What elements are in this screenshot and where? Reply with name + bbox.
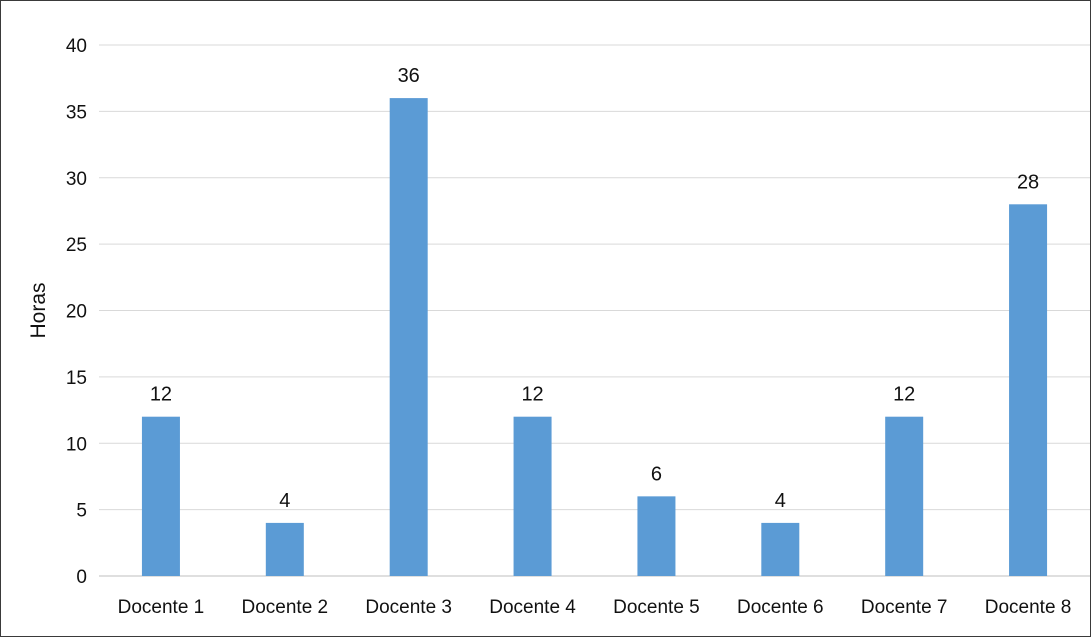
data-label: 12 (521, 384, 543, 406)
y-tick-label: 20 (66, 302, 87, 323)
data-label: 28 (1017, 171, 1039, 193)
y-tick-label: 30 (66, 169, 87, 190)
grid-lines (99, 45, 1090, 576)
x-tick-label: Docente 1 (118, 597, 205, 618)
bar (514, 417, 552, 576)
x-tick-label: Docente 5 (613, 597, 700, 618)
bar (266, 523, 304, 576)
data-label: 12 (150, 384, 172, 406)
y-tick-label: 10 (66, 434, 87, 455)
x-tick-label: Docente 6 (737, 597, 824, 618)
bar (1009, 204, 1047, 576)
bars (142, 98, 1047, 576)
y-tick-label: 25 (66, 235, 87, 256)
y-tick-label: 0 (76, 567, 87, 588)
data-label: 4 (279, 490, 290, 512)
x-axis-ticks: Docente 1 Docente 2 Docente 3 Docente 4 Doce… (118, 597, 1072, 618)
y-axis-title: Horas (27, 282, 50, 338)
bar (637, 496, 675, 576)
bar (885, 417, 923, 576)
bar (142, 417, 180, 576)
bar (390, 98, 428, 576)
data-label: 4 (775, 490, 786, 512)
y-tick-label: 5 (76, 501, 87, 522)
data-label: 36 (398, 65, 420, 87)
x-tick-label: Docente 3 (365, 597, 452, 618)
y-tick-label: 35 (66, 102, 87, 123)
data-label: 6 (651, 463, 662, 485)
data-label: 12 (893, 384, 915, 406)
y-tick-label: 40 (66, 36, 87, 57)
bar (761, 523, 799, 576)
y-tick-label: 15 (66, 368, 87, 389)
x-tick-label: Docente 2 (242, 597, 329, 618)
x-tick-label: Docente 8 (985, 597, 1072, 618)
x-tick-label: Docente 7 (861, 597, 948, 618)
y-axis-ticks: 0 5 10 15 20 25 30 35 40 (66, 36, 87, 588)
x-tick-label: Docente 4 (489, 597, 576, 618)
